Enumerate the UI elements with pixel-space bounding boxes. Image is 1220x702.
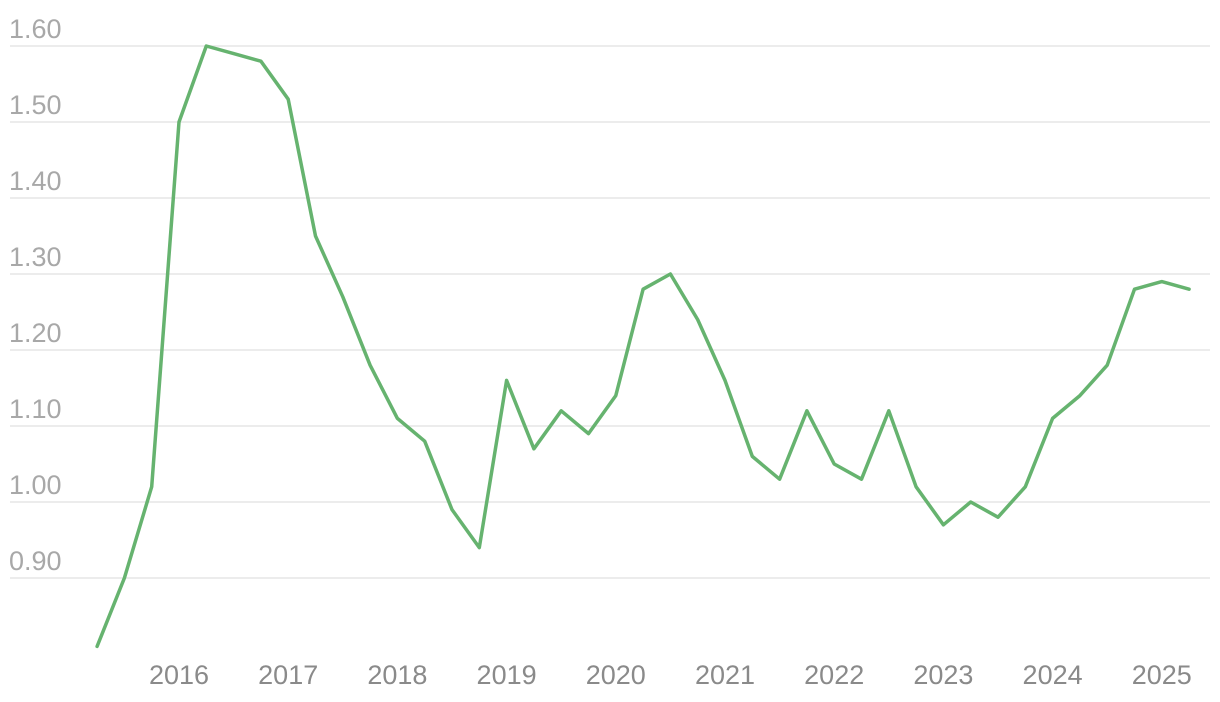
x-tick-label: 2022 bbox=[804, 660, 864, 690]
x-tick-label: 2021 bbox=[695, 660, 755, 690]
y-tick-label: 0.90 bbox=[9, 546, 62, 576]
x-tick-label: 2016 bbox=[149, 660, 209, 690]
x-tick-label: 2023 bbox=[913, 660, 973, 690]
series-line bbox=[95, 44, 1191, 649]
y-tick-label: 1.30 bbox=[9, 242, 62, 272]
gridlines bbox=[10, 45, 1210, 579]
x-tick-label: 2020 bbox=[586, 660, 646, 690]
y-tick-label: 1.00 bbox=[9, 470, 62, 500]
x-tick-label: 2025 bbox=[1132, 660, 1192, 690]
x-tick-label: 2019 bbox=[477, 660, 537, 690]
y-tick-label: 1.50 bbox=[9, 90, 62, 120]
x-tick-label: 2018 bbox=[367, 660, 427, 690]
series-group bbox=[95, 44, 1191, 649]
y-tick-label: 1.40 bbox=[9, 166, 62, 196]
x-tick-label: 2017 bbox=[258, 660, 318, 690]
y-tick-label: 1.10 bbox=[9, 394, 62, 424]
x-tick-label: 2024 bbox=[1023, 660, 1083, 690]
x-axis-ticks: 2016 2017 2018 2019 2020 2021 2022 2023 2024 2025 bbox=[149, 660, 1192, 690]
y-axis-ticks: 0.90 1.00 1.10 1.20 1.30 1.40 1.50 1.60 bbox=[9, 14, 62, 576]
y-tick-label: 1.20 bbox=[9, 318, 62, 348]
y-tick-label: 1.60 bbox=[9, 14, 62, 44]
